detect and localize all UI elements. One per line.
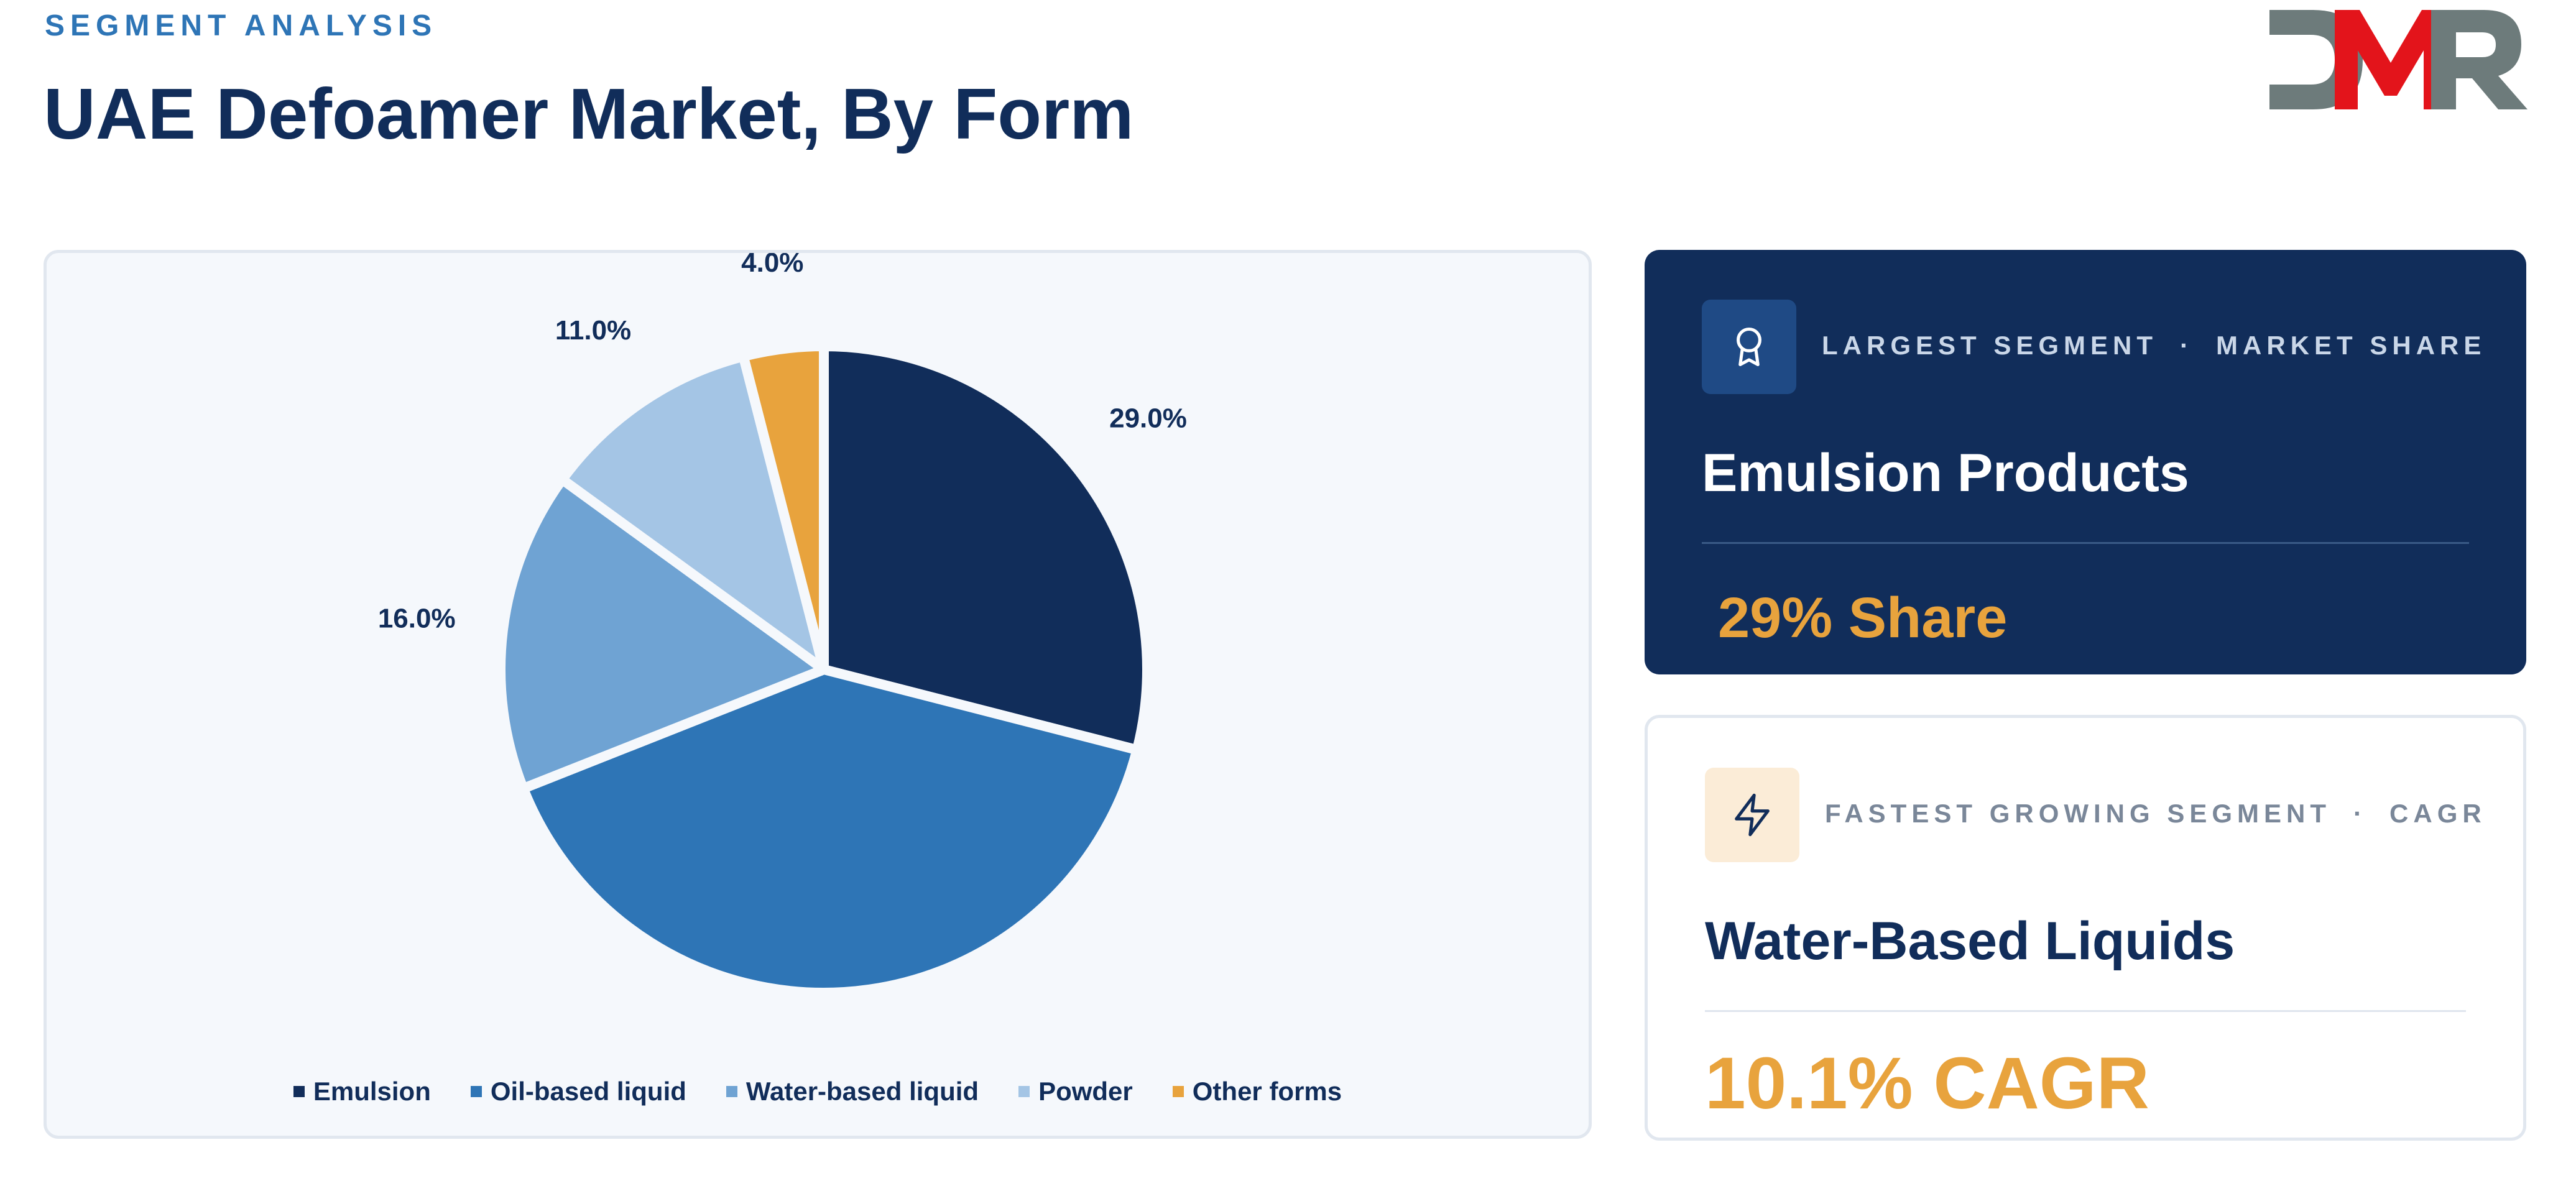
label-separator: · <box>2180 331 2194 360</box>
pie-slice-emulsion <box>819 341 1152 755</box>
award-icon <box>1737 327 1761 367</box>
chart-legend: Emulsion Oil-based liquid Water-based liqu… <box>47 1077 1589 1106</box>
lightning-icon-box <box>1705 768 1799 862</box>
fastest-growing-label: FASTEST GROWING SEGMENT · CAGR <box>1825 799 2486 829</box>
largest-segment-value: 29% Share <box>1718 586 2008 650</box>
pie-label-powder: 11.0% <box>555 315 631 346</box>
pie-slice-other-forms <box>738 341 829 674</box>
card-divider <box>1705 1010 2466 1012</box>
fastest-growing-value: 10.1% CAGR <box>1705 1042 2149 1124</box>
pie-chart: 29.0%40.0%16.0%11.0%4.0% <box>378 253 1187 998</box>
legend-item-oil-based-liquid: Oil-based liquid <box>470 1077 686 1106</box>
pie-chart-panel: 29.0%40.0%16.0%11.0%4.0% EmulsionOil-bas… <box>44 250 1592 1139</box>
legend-swatch <box>726 1086 737 1097</box>
fastest-growing-title: Water-Based Liquids <box>1705 911 2235 971</box>
pie-slice-water-based-liquid <box>496 474 829 794</box>
label-separator: · <box>2353 799 2368 828</box>
card-divider <box>1702 542 2469 544</box>
pie-label-water-based-liquid: 16.0% <box>378 603 456 633</box>
pie-slice-oil-based-liquid <box>518 664 1142 998</box>
legend-swatch <box>1172 1086 1184 1097</box>
dmr-logo <box>2269 10 2528 109</box>
pie-label-other-forms: 4.0% <box>741 253 803 278</box>
legend-label: Other forms <box>1192 1077 1342 1106</box>
label-right: MARKET SHARE <box>2216 331 2486 360</box>
logo-letter-m <box>2335 10 2447 109</box>
award-icon-box <box>1702 300 1796 394</box>
legend-swatch <box>1018 1086 1030 1097</box>
label-right: CAGR <box>2389 799 2486 828</box>
legend-item-powder: Powder <box>1018 1077 1133 1106</box>
legend-label: Oil-based liquid <box>490 1077 686 1106</box>
largest-segment-title: Emulsion Products <box>1702 443 2189 503</box>
label-left: LARGEST SEGMENT <box>1822 331 2158 360</box>
legend-item-water-based-liquid: Water-based liquid <box>726 1077 979 1106</box>
label-left: FASTEST GROWING SEGMENT <box>1825 799 2332 828</box>
legend-item-emulsion: Emulsion <box>293 1077 431 1106</box>
pie-label-emulsion: 29.0% <box>1109 403 1187 433</box>
legend-item-other-forms: Other forms <box>1172 1077 1342 1106</box>
fastest-growing-card: FASTEST GROWING SEGMENT · CAGR Water-Based… <box>1645 715 2526 1141</box>
lightning-icon <box>1735 793 1770 837</box>
largest-segment-card: LARGEST SEGMENT · MARKET SHARE Emulsion Pr… <box>1645 250 2526 674</box>
page-title: UAE Defoamer Market, By Form <box>44 73 1134 154</box>
legend-label: Powder <box>1038 1077 1133 1106</box>
legend-swatch <box>470 1086 482 1097</box>
logo-letter-r <box>2431 10 2528 109</box>
legend-swatch <box>293 1086 305 1097</box>
legend-label: Water-based liquid <box>746 1077 979 1106</box>
section-eyebrow: SEGMENT ANALYSIS <box>45 9 438 42</box>
legend-label: Emulsion <box>313 1077 431 1106</box>
largest-segment-label: LARGEST SEGMENT · MARKET SHARE <box>1822 331 2486 361</box>
